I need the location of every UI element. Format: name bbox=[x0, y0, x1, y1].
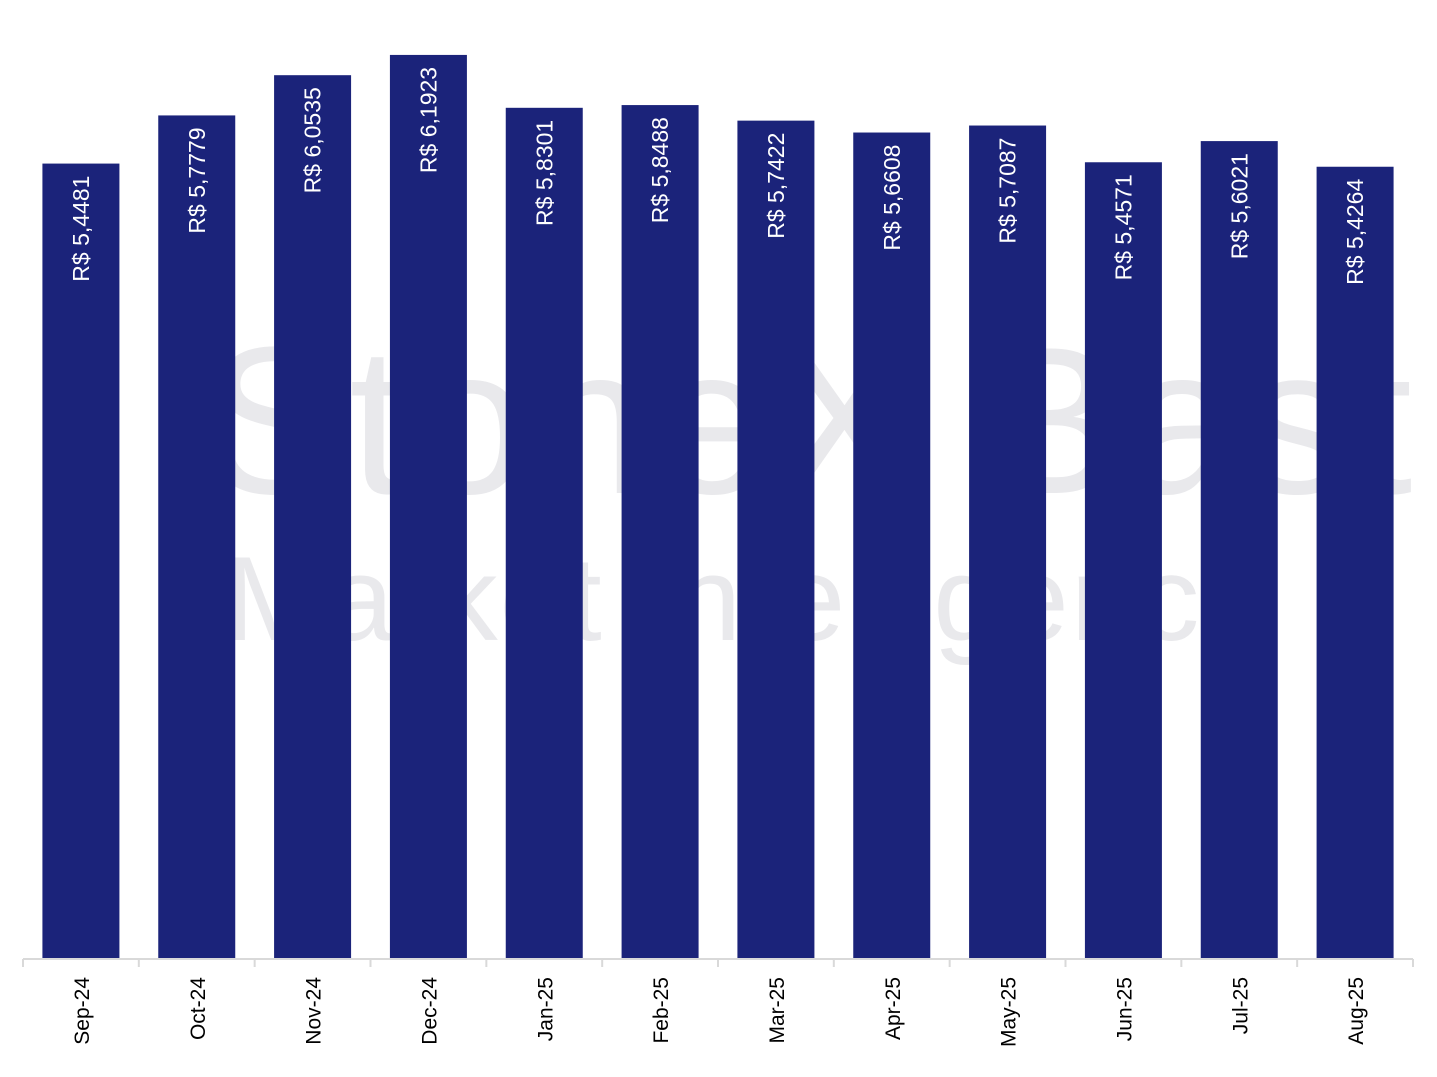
bar-value-label: R$ 5,7779 bbox=[184, 127, 210, 233]
bar-value-label: R$ 5,6608 bbox=[879, 145, 905, 251]
x-tick-label: Aug-25 bbox=[1345, 977, 1368, 1045]
x-axis-ticks bbox=[22, 959, 1414, 967]
x-tick-label: Oct-24 bbox=[187, 977, 210, 1040]
bar-mar-25 bbox=[737, 120, 815, 960]
bar-oct-24 bbox=[158, 115, 236, 960]
x-tick-label: Feb-25 bbox=[650, 977, 673, 1044]
bars-group bbox=[42, 54, 1394, 960]
bar-value-label: R$ 5,7422 bbox=[763, 133, 789, 239]
bar-value-label: R$ 6,1923 bbox=[415, 67, 441, 173]
bar-value-label: R$ 5,4264 bbox=[1342, 179, 1368, 285]
bar-may-25 bbox=[969, 125, 1047, 960]
bar-value-label: R$ 5,7087 bbox=[995, 138, 1021, 244]
bar-aug-25 bbox=[1316, 166, 1394, 959]
x-tick-label: Mar-25 bbox=[766, 977, 789, 1044]
bar-labels-group: R$ 5,4481 R$ 5,7779 R$ 6,0535 R$ 6,1923 R$ 5… bbox=[68, 67, 1368, 285]
x-tick-label: Jan-25 bbox=[534, 977, 557, 1041]
bar-feb-25 bbox=[621, 105, 699, 960]
x-tick-label: Jun-25 bbox=[1113, 977, 1136, 1041]
bar-jun-25 bbox=[1084, 162, 1162, 959]
bar-value-label: R$ 5,8488 bbox=[647, 117, 673, 223]
bar-jan-25 bbox=[505, 107, 583, 959]
bar-apr-25 bbox=[853, 132, 931, 959]
bar-jul-25 bbox=[1200, 141, 1278, 960]
bar-value-label: R$ 6,0535 bbox=[300, 87, 326, 193]
bar-value-label: R$ 5,4481 bbox=[68, 176, 94, 282]
x-tick-label: Nov-24 bbox=[303, 977, 326, 1045]
bar-value-label: R$ 5,8301 bbox=[531, 120, 557, 226]
bar-sep-24 bbox=[42, 163, 120, 959]
bar-dec-24 bbox=[389, 54, 467, 960]
x-tick-label: Jul-25 bbox=[1229, 977, 1252, 1034]
bar-value-label: R$ 5,6021 bbox=[1226, 153, 1252, 259]
x-tick-label: Dec-24 bbox=[418, 977, 441, 1045]
x-axis-labels: Sep-24 Oct-24 Nov-24 Dec-24 Jan-25 Feb-25 Mar-… bbox=[71, 977, 1368, 1047]
x-tick-label: May-25 bbox=[998, 977, 1021, 1047]
bar-nov-24 bbox=[274, 75, 352, 959]
x-tick-label: Apr-25 bbox=[882, 977, 905, 1040]
bar-value-label: R$ 5,4571 bbox=[1110, 174, 1136, 280]
x-tick-label: Sep-24 bbox=[71, 977, 94, 1045]
